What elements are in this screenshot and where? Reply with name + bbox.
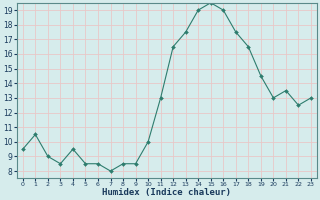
X-axis label: Humidex (Indice chaleur): Humidex (Indice chaleur) bbox=[102, 188, 231, 197]
